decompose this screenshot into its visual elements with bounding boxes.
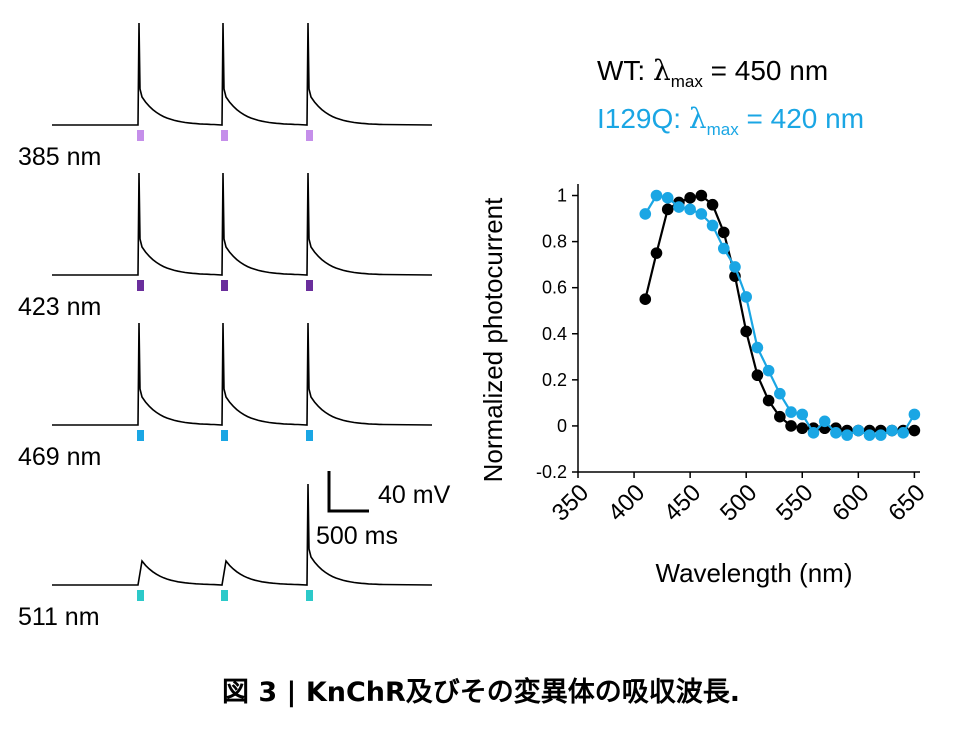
- data-point: [695, 189, 708, 202]
- data-point: [796, 408, 809, 421]
- data-point: [740, 325, 752, 338]
- scale-bar-lines: [327, 471, 369, 513]
- legend-wt: WT: λmax = 450 nm: [597, 54, 828, 91]
- caption-figure-number: 図 3 |: [221, 677, 297, 708]
- data-point: [908, 408, 921, 421]
- voltage-trace: [52, 22, 433, 126]
- data-point: [908, 424, 921, 437]
- data-point: [684, 203, 696, 216]
- data-point: [785, 406, 797, 418]
- caption-text: KnChR及びその変異体の吸収波長.: [305, 677, 741, 708]
- series-i129q: [639, 189, 921, 441]
- x-tick-label: 350: [547, 479, 594, 526]
- trace-wavelength-label: 423 nm: [18, 293, 101, 321]
- data-point: [796, 422, 809, 435]
- voltage-traces-panel: 385 nm 423 nm 469 nm 511 nm: [18, 22, 433, 631]
- voltage-trace: [52, 172, 433, 276]
- data-point: [841, 429, 853, 441]
- light-pulse-marker: [306, 430, 313, 441]
- light-pulse-marker: [137, 280, 144, 291]
- data-point: [762, 394, 775, 407]
- light-pulse-marker: [137, 430, 144, 441]
- y-tick-label: 0: [557, 416, 567, 436]
- legend-i129q: I129Q: λmax = 420 nm: [597, 102, 864, 139]
- voltage-trace: [52, 322, 433, 426]
- data-point: [650, 189, 663, 202]
- x-tick-label: 450: [659, 479, 706, 526]
- data-point: [762, 364, 775, 377]
- data-point: [717, 226, 730, 239]
- x-tick-label: 500: [715, 479, 762, 526]
- scale-bar-time-label: 500 ms: [316, 522, 398, 550]
- data-point: [639, 208, 652, 220]
- data-point: [807, 427, 820, 439]
- y-tick-label: 1: [557, 186, 567, 206]
- data-point: [673, 201, 685, 213]
- y-tick-label: 0.4: [542, 324, 567, 344]
- data-point: [695, 208, 708, 220]
- data-point: [706, 198, 719, 211]
- chart-legend: WT: λmax = 450 nm I129Q: λmax = 420 nm: [597, 54, 864, 139]
- data-point: [897, 427, 909, 439]
- trace-wavelength-label: 469 nm: [18, 443, 101, 471]
- trace-wavelength-label: 511 nm: [18, 603, 100, 631]
- action-spectrum-chart: -0.2 0 0.2 0.4 0.6 0.8 1 350 400 450 500 550 600 650 N…: [478, 184, 931, 588]
- light-pulse-marker: [137, 130, 144, 141]
- light-pulse-marker: [221, 280, 228, 291]
- light-pulse-marker: [306, 130, 313, 141]
- x-tick-label: 550: [771, 479, 818, 526]
- data-point: [774, 387, 786, 400]
- x-tick-label: 650: [883, 479, 930, 526]
- data-point: [717, 242, 730, 255]
- data-point: [818, 415, 831, 428]
- voltage-trace: [52, 483, 433, 586]
- x-tick-label: 600: [827, 479, 874, 526]
- trace-wavelength-label: 385 nm: [18, 143, 101, 171]
- data-point: [751, 341, 764, 354]
- light-pulse-marker: [137, 590, 144, 601]
- light-pulse-marker: [221, 590, 228, 601]
- x-axis-label: Wavelength (nm): [656, 558, 853, 588]
- y-axis-label: Normalized photocurrent: [478, 197, 508, 482]
- y-tick-label: 0.6: [542, 278, 567, 298]
- data-point: [650, 247, 663, 259]
- y-tick-label: 0.8: [542, 232, 567, 252]
- data-point: [661, 192, 674, 204]
- data-point: [706, 219, 719, 232]
- data-point: [774, 410, 786, 423]
- data-point: [751, 369, 764, 382]
- light-pulse-marker: [221, 430, 228, 441]
- data-point: [684, 192, 696, 204]
- data-point: [740, 291, 752, 303]
- y-tick-label: 0.2: [542, 370, 567, 390]
- scale-bar: 40 mV 500 ms: [316, 471, 451, 550]
- data-point: [863, 429, 876, 441]
- light-pulse-marker: [306, 590, 313, 601]
- light-pulse-marker: [306, 280, 313, 291]
- y-tick-label: -0.2: [536, 462, 567, 482]
- data-point: [852, 424, 865, 437]
- data-point: [874, 429, 887, 441]
- data-point: [886, 424, 898, 437]
- scale-bar-voltage-label: 40 mV: [378, 481, 451, 509]
- figure-caption: 図 3 | KnChR及びその変異体の吸収波長.: [0, 670, 962, 709]
- data-point: [639, 293, 652, 306]
- x-tick-label: 400: [603, 479, 650, 526]
- data-point: [830, 427, 842, 439]
- data-point: [661, 203, 674, 216]
- data-point: [729, 261, 741, 273]
- light-pulse-marker: [221, 130, 228, 141]
- data-point: [785, 420, 797, 432]
